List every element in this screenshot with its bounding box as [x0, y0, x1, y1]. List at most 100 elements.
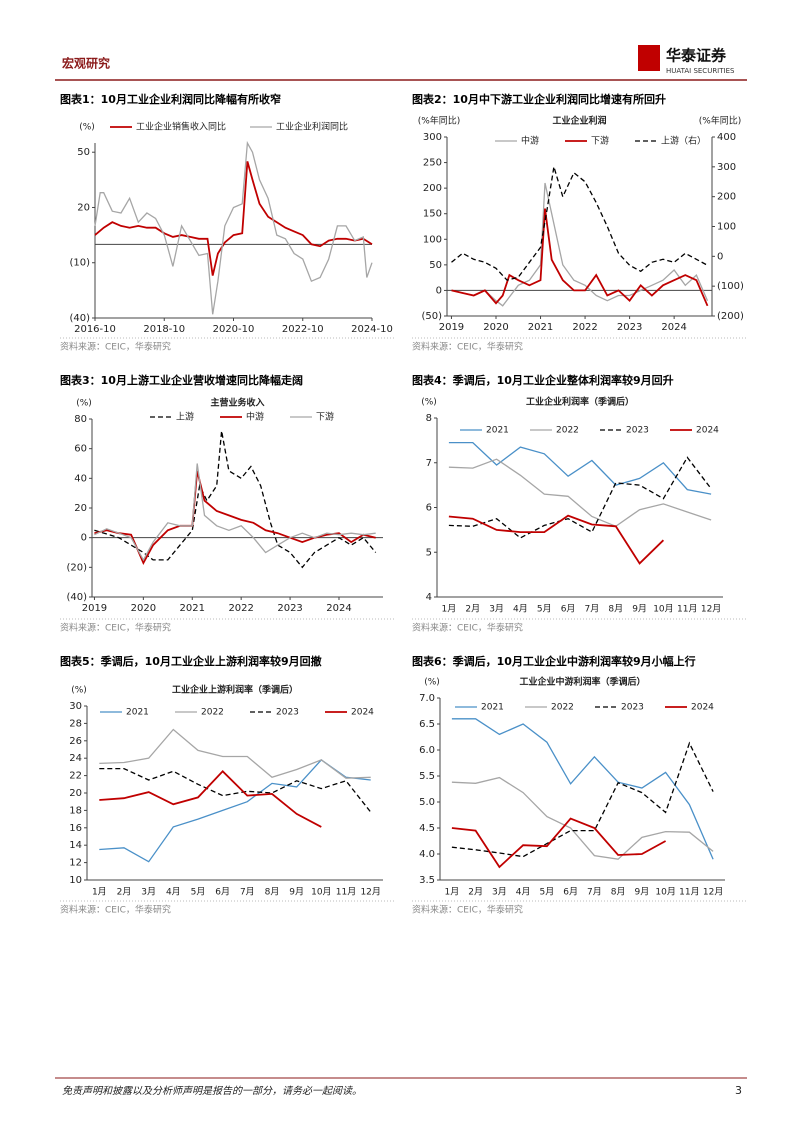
y-tick-label: 6.0: [419, 745, 435, 756]
section-label: 宏观研究: [62, 56, 110, 71]
x-tick-label: 2018-10: [143, 324, 185, 335]
x-tick-label: 6月: [563, 887, 578, 898]
x-tick-label: 2020: [131, 603, 156, 614]
x-tick-label: 2023: [617, 322, 642, 333]
series-line: [451, 166, 708, 281]
x-tick-label: 7月: [585, 604, 600, 615]
y2-tick-label: 400: [717, 132, 736, 143]
series-line: [99, 759, 371, 863]
source: 资料来源：CEIC，华泰研究: [60, 341, 171, 353]
legend-label: 2024: [691, 703, 714, 713]
x-tick-label: 2月: [117, 887, 132, 898]
legend-label: 2022: [551, 703, 574, 713]
y-tick-label: 20: [74, 503, 87, 514]
series-line: [448, 441, 712, 495]
series-line: [94, 470, 376, 565]
legend-label: 2023: [626, 426, 649, 436]
y-tick-label: 4: [426, 592, 432, 603]
x-tick-label: 2024: [661, 322, 686, 333]
legend-label: 2021: [126, 708, 149, 718]
legend-label: 2023: [621, 703, 644, 713]
figure-title: 图表3：10月上游工业企业营收增速同比降幅走阔: [60, 373, 303, 387]
figure-title: 图表6：季调后，10月工业企业中游利润率较9月小幅上行: [412, 654, 696, 668]
x-tick-label: 1月: [92, 887, 107, 898]
y-tick-label: 6.5: [419, 719, 435, 730]
y-tick-label: 14: [69, 840, 82, 851]
y-tick-label: 16: [69, 823, 82, 834]
x-tick-label: 1月: [442, 604, 457, 615]
y-tick-label: 100: [423, 234, 442, 245]
figure-title: 图表4：季调后，10月工业企业整体利润率较9月回升: [412, 373, 674, 387]
y2-tick-label: 0: [717, 251, 723, 262]
legend-label: 工业企业利润同比: [276, 121, 348, 133]
series-line: [99, 770, 322, 828]
y2-tick-label: 100: [717, 222, 736, 233]
legend-label: 中游: [246, 411, 264, 423]
y-axis-label: (%年同比): [418, 115, 461, 127]
series-line: [94, 140, 373, 315]
x-tick-label: 5月: [191, 887, 206, 898]
x-tick-label: 2019: [82, 603, 107, 614]
series-line: [94, 161, 373, 276]
x-tick-label: 2月: [465, 604, 480, 615]
y-tick-label: 5: [426, 547, 432, 558]
x-tick-label: 11月: [677, 604, 697, 615]
chart-subtitle: 主营业务收入: [210, 397, 264, 409]
y-tick-label: (40): [69, 313, 90, 324]
y-tick-label: 40: [74, 473, 87, 484]
x-tick-label: 8月: [608, 604, 623, 615]
legend-label: 2021: [486, 426, 509, 436]
x-tick-label: 10月: [653, 604, 673, 615]
y-tick-label: 20: [77, 202, 90, 213]
legend-label: 下游: [316, 411, 334, 423]
legend-label: 下游: [591, 135, 609, 147]
x-tick-label: 2022: [572, 322, 597, 333]
x-tick-label: 2021: [180, 603, 205, 614]
y-tick-label: 7: [426, 458, 432, 469]
y2-tick-label: (200): [717, 311, 744, 322]
y-axis-label: (%): [76, 399, 92, 409]
x-tick-label: 7月: [240, 887, 255, 898]
y-tick-label: 4.0: [419, 849, 435, 860]
y-tick-label: 20: [69, 788, 82, 799]
y-tick-label: 28: [69, 718, 82, 729]
y-tick-label: 5.0: [419, 797, 435, 808]
x-tick-label: 6月: [215, 887, 230, 898]
x-tick-label: 2020-10: [213, 324, 255, 335]
series-line: [451, 776, 714, 860]
x-tick-label: 12月: [360, 887, 380, 898]
source: 资料来源：CEIC，华泰研究: [60, 622, 171, 634]
x-tick-label: 8月: [611, 887, 626, 898]
source: 资料来源：CEIC，华泰研究: [412, 904, 523, 916]
x-tick-label: 2021: [528, 322, 553, 333]
y-axis-label: (%): [71, 686, 87, 696]
y2-tick-label: 300: [717, 162, 736, 173]
page-number: 3: [735, 1084, 742, 1097]
y-tick-label: 4.5: [419, 823, 435, 834]
y-axis-label: (%): [424, 678, 440, 688]
y-tick-label: (50): [421, 311, 442, 322]
x-tick-label: 11月: [336, 887, 356, 898]
legend-label: 上游（右）: [661, 135, 706, 147]
y-tick-label: (20): [66, 562, 87, 573]
x-tick-label: 10月: [311, 887, 331, 898]
logo-icon: [638, 45, 660, 71]
x-tick-label: 3月: [141, 887, 156, 898]
x-tick-label: 8月: [265, 887, 280, 898]
y-tick-label: 60: [74, 444, 87, 455]
source: 资料来源：CEIC，华泰研究: [412, 341, 523, 353]
legend-label: 工业企业销售收入同比: [136, 121, 226, 133]
figure-title: 图表2：10月中下游工业企业利润同比增速有所回升: [412, 92, 666, 106]
y-tick-label: 5.5: [419, 771, 435, 782]
chart-subtitle: 工业企业上游利润率（季调后）: [172, 684, 298, 696]
series-line: [94, 430, 377, 569]
x-tick-label: 12月: [701, 604, 721, 615]
y-tick-label: (10): [69, 258, 90, 269]
figure-title: 图表1：10月工业企业利润同比降幅有所收窄: [60, 92, 281, 106]
x-tick-label: 4月: [516, 887, 531, 898]
y-tick-label: 6: [426, 503, 432, 514]
disclaimer: 免责声明和披露以及分析师声明是报告的一部分，请务必一起阅读。: [62, 1085, 362, 1097]
legend-label: 2023: [276, 708, 299, 718]
brand-en: HUATAI SECURITIES: [666, 67, 735, 75]
